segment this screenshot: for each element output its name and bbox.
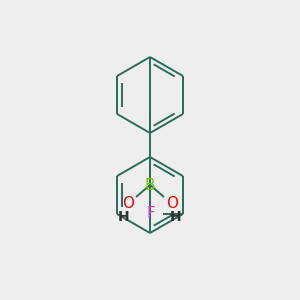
Text: O: O bbox=[122, 196, 134, 211]
Text: B: B bbox=[145, 178, 155, 193]
Text: O: O bbox=[166, 196, 178, 211]
Text: H: H bbox=[118, 210, 130, 224]
Text: H: H bbox=[170, 210, 182, 224]
Text: F: F bbox=[146, 206, 155, 221]
